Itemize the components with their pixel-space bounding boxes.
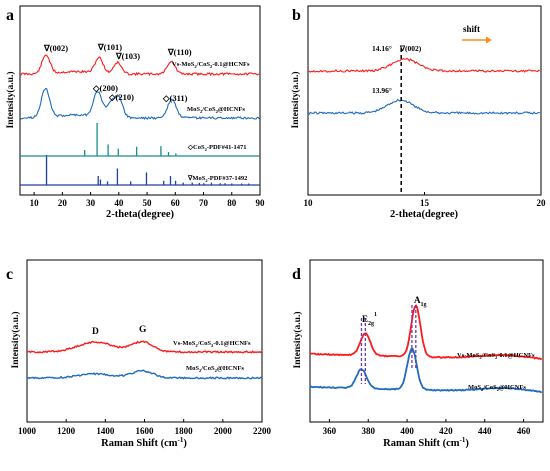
panel-b-frame xyxy=(307,5,542,196)
panel-c: 1000 1200 1400 1600 1800 2000 2200 c Intensity… xyxy=(6,259,272,449)
panel-c-series-blue xyxy=(26,369,263,380)
panel-a-frame xyxy=(19,5,261,196)
panel-b-tick-label: 20 xyxy=(537,198,547,208)
panel-d-letter: d xyxy=(292,266,301,283)
panel-a: 10 20 30 40 50 60 70 80 90 a Intensity(a.u.) 2-t… xyxy=(5,5,265,220)
panel-a-series-red xyxy=(19,54,260,77)
panel-c-tick-label: 1800 xyxy=(175,426,194,436)
panel-a-tick-label: 90 xyxy=(256,198,266,208)
panel-b-ylabel: Intensity(a.u.) xyxy=(290,71,301,128)
panel-c-xlabel: Raman Shift (cm-1) xyxy=(101,436,187,449)
panel-b-tick-label: 10 xyxy=(304,198,314,208)
panel-d-x-ticks: 360 380 400 420 440 460 xyxy=(323,419,531,436)
panel-a-tick-label: 80 xyxy=(227,198,237,208)
panel-d-tick-label: 400 xyxy=(400,426,414,436)
panel-c-tick-label: 1400 xyxy=(96,426,115,436)
panel-a-tick-label: 30 xyxy=(86,198,96,208)
peak-label-1416: 14.16° xyxy=(372,44,392,53)
panel-c-tick-label: 1000 xyxy=(18,426,37,436)
panel-c-tick-label: 2000 xyxy=(214,426,233,436)
panel-a-series-blue xyxy=(19,88,260,120)
panel-d: 360 380 400 420 440 460 d Intensity(a.u.) Ram… xyxy=(292,259,544,449)
panel-c-tick-label: 2200 xyxy=(253,426,272,436)
peak-label-103: ∇(103) xyxy=(115,51,140,61)
peak-label-210: ◇(210) xyxy=(108,92,134,102)
panel-a-reference-patterns xyxy=(45,123,250,185)
shift-label: shift xyxy=(463,24,480,34)
peak-label-101: ∇(101) xyxy=(97,42,122,52)
panel-a-tick-label: 20 xyxy=(58,198,68,208)
panel-c-ylabel: Intensity(a.u.) xyxy=(10,311,21,368)
band-label-G: G xyxy=(139,325,147,335)
panel-d-peak-markers xyxy=(360,305,417,384)
peak-label-110: ∇(110) xyxy=(167,47,192,57)
peak-label-311: ◇(311) xyxy=(162,93,188,103)
band-label-D: D xyxy=(92,327,99,337)
panel-c-legend-red: Vs-MoS2/CoS2-0.1@HCNFs xyxy=(173,340,251,348)
panel-c-x-ticks: 1000 1200 1400 1600 1800 2000 2200 xyxy=(18,419,272,436)
panel-a-legend-red: Vs-MoS2/CoS2-0.1@HCNFs xyxy=(172,61,250,69)
panel-a-xlabel: 2-theta(degree) xyxy=(106,209,175,220)
panel-b-letter: b xyxy=(292,7,301,24)
panel-d-tick-label: 440 xyxy=(478,426,492,436)
panel-d-xlabel: Raman Shift (cm-1) xyxy=(383,436,469,449)
peak-label-E2g: E2g1 xyxy=(362,312,377,327)
panel-b-tick-label: 15 xyxy=(420,198,430,208)
panel-c-letter: c xyxy=(6,266,13,283)
panel-b-xlabel: 2-theta(degree) xyxy=(390,209,459,220)
panel-a-tick-label: 40 xyxy=(114,198,124,208)
panel-a-ref-mos2-label: ∇MoS2-PDF#37-1492 xyxy=(187,174,247,183)
panel-a-tick-label: 10 xyxy=(30,198,40,208)
panel-c-series-red xyxy=(26,340,263,354)
panel-a-tick-label: 50 xyxy=(143,198,153,208)
panel-d-ylabel: Intensity(a.u.) xyxy=(292,311,303,368)
panel-d-tick-label: 360 xyxy=(323,426,337,436)
panel-a-legend-blue: MoS2/CoS2@HCNFs xyxy=(187,106,245,114)
panel-d-series-red xyxy=(309,304,542,360)
panel-d-tick-label: 460 xyxy=(517,426,531,436)
shift-arrow-head xyxy=(486,36,492,44)
panel-d-tick-label: 420 xyxy=(439,426,453,436)
panel-c-legend-blue: MoS2/CoS2@HCNFs xyxy=(186,365,244,373)
peak-label-b-002: ∇(002) xyxy=(399,44,422,53)
peak-label-002: ∇(002) xyxy=(43,43,68,53)
panel-b-x-ticks: 10 15 20 xyxy=(304,192,547,208)
panel-d-frame xyxy=(309,259,544,423)
panel-c-tick-label: 1600 xyxy=(136,426,155,436)
panel-a-ylabel: Intensity(a.u.) xyxy=(5,71,16,128)
panel-c-tick-label: 1200 xyxy=(57,426,76,436)
panel-d-series-blue xyxy=(309,347,542,394)
panel-d-legend-red: Vs-MoS2/CoS2-0.1@HCNFs xyxy=(457,352,535,360)
panel-a-x-ticks: 10 20 30 40 50 60 70 80 90 xyxy=(30,192,265,208)
panel-d-legend-blue: MoS2/CoS2@HCNFs xyxy=(468,384,526,392)
panel-d-tick-label: 380 xyxy=(362,426,376,436)
panel-a-ref-cos2-label: ◇CoS2-PDF#41-1471 xyxy=(187,144,247,152)
panel-a-letter: a xyxy=(6,7,14,24)
peak-label-1396: 13.96° xyxy=(372,86,392,95)
panel-b-series-blue xyxy=(307,98,540,115)
peak-label-A1g: A1g xyxy=(414,295,427,308)
panel-b-series-red xyxy=(307,57,540,73)
panel-a-tick-label: 60 xyxy=(171,198,181,208)
panel-b: 10 15 20 b Intensity(a.u.) 2-theta(degree)… xyxy=(290,5,547,220)
panel-a-tick-label: 70 xyxy=(199,198,209,208)
peak-label-200: ◇(200) xyxy=(92,83,118,93)
